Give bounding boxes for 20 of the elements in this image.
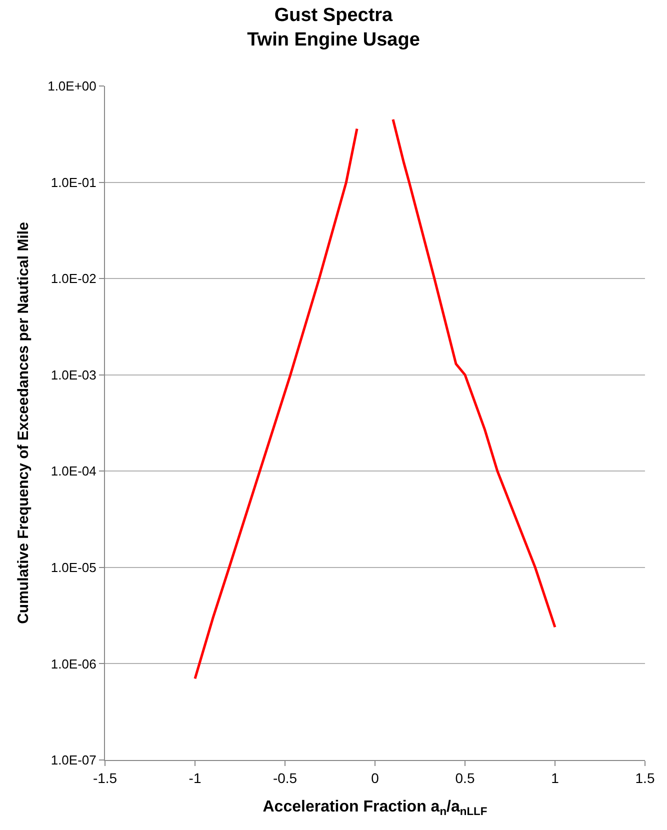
y-axis-title: Cumulative Frequency of Exceedances per Nautical Mile: [14, 222, 32, 624]
y-tick-label: 1.0E-07: [50, 752, 96, 768]
y-tick-label: 1.0E-02: [50, 271, 96, 286]
line-series: [194, 127, 358, 680]
y-tick-label: 1.0E-04: [50, 464, 96, 479]
x-tick-label: 1.5: [635, 770, 655, 786]
x-tick-label: -1: [188, 770, 202, 786]
x-tick-label: 0: [371, 770, 380, 786]
y-tick-label: 1.0E-05: [50, 560, 96, 575]
y-tick-label: 1.0E-03: [50, 367, 96, 382]
y-tick-label: 1.0E+00: [48, 78, 96, 94]
x-tick-label: -0.5: [272, 770, 298, 786]
y-tick-label: 1.0E-01: [50, 174, 96, 190]
y-tick-label: 1.0E-06: [50, 656, 96, 672]
x-tick-label: 0.5: [455, 770, 475, 786]
x-tick-label: 1: [551, 770, 560, 786]
x-tick-label: -1.5: [92, 770, 118, 786]
line-series: [392, 118, 556, 628]
x-axis-title: Acceleration Fraction a$_{n}$/a$_{nLLF}$: [262, 798, 488, 818]
chart-title: Gust Spectra Twin Engine Usage: [247, 4, 420, 50]
